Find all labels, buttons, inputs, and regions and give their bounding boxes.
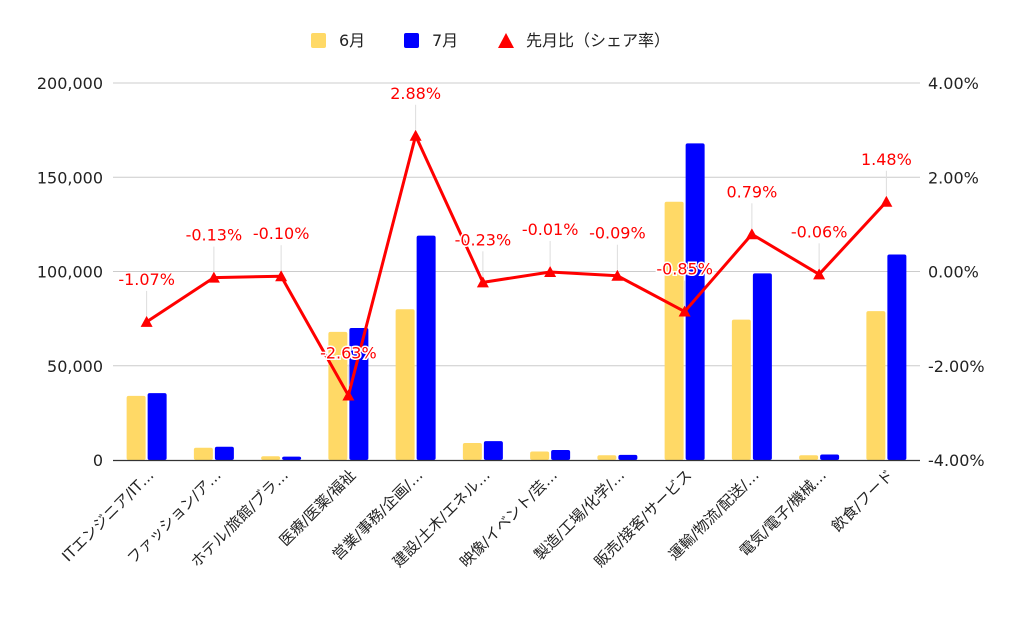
data-label: 0.79% <box>726 182 777 201</box>
bar-july <box>147 393 167 460</box>
share-ratio-marker <box>745 228 758 240</box>
legend-swatch <box>311 33 326 48</box>
data-label: 2.88% <box>390 84 441 103</box>
bar-july <box>214 446 234 460</box>
data-label: -0.10% <box>253 224 310 243</box>
bar-july <box>349 328 369 460</box>
share-ratio-marker <box>880 195 893 207</box>
y-left-tick-label: 50,000 <box>47 357 103 376</box>
data-labels: -1.07% -0.13% -0.10% -2.63% 2.88% -0.23% -0.01… <box>117 82 913 390</box>
bar-june <box>597 455 617 460</box>
share-ratio-marker <box>275 270 288 282</box>
y-right-tick-label: 2.00% <box>928 168 979 187</box>
y-left-tick-label: 100,000 <box>37 263 103 282</box>
share-ratio-marker <box>544 265 557 277</box>
data-label: -2.63% <box>320 343 377 362</box>
y-left-tick-label: 200,000 <box>37 74 103 93</box>
share-ratio-marker <box>342 389 355 401</box>
y-right-tick-label: -2.00% <box>928 357 985 376</box>
y-left-tick-label: 0 <box>93 451 103 470</box>
bar-july <box>618 454 638 460</box>
y-axis-left: 0 50,000 100,000 150,000 200,000 <box>37 74 103 470</box>
bar-july <box>551 450 571 460</box>
y-right-tick-label: 4.00% <box>928 74 979 93</box>
y-right-tick-label: 0.00% <box>928 263 979 282</box>
share-ratio-polyline <box>145 134 888 397</box>
legend-swatch <box>498 33 514 48</box>
bar-july <box>282 456 302 460</box>
share-ratio-marker <box>476 276 489 288</box>
bar-june <box>261 456 281 460</box>
bar-june <box>799 455 819 460</box>
bar-june <box>328 331 348 460</box>
y-left-tick-label: 150,000 <box>37 168 103 187</box>
data-label: -0.85% <box>656 260 713 279</box>
bar-june <box>193 447 213 460</box>
bar-june <box>126 395 146 460</box>
bar-july <box>416 235 436 460</box>
bar-july <box>820 454 840 460</box>
legend-label: 先月比（シェア率） <box>526 31 670 50</box>
share-ratio-marker <box>207 271 220 283</box>
share-ratio-marker <box>813 268 826 280</box>
data-label: -0.13% <box>186 226 243 245</box>
bar-june <box>462 443 482 460</box>
x-axis-categories: ITエンジニア/IT…ファッション/ア…ホテル/旅館/ブラ…医療/医薬/福祉営業… <box>58 466 897 571</box>
gridlines <box>113 82 920 367</box>
share-ratio-marker <box>409 129 422 141</box>
data-label: -0.09% <box>589 224 646 243</box>
data-label: -0.06% <box>791 222 848 241</box>
bar-june <box>530 451 550 460</box>
bars <box>126 143 907 460</box>
share-ratio-marker <box>140 315 153 327</box>
x-category-label: 飲食/フード <box>828 466 897 535</box>
bar-june <box>731 319 751 460</box>
legend-label: 6月 <box>339 31 365 50</box>
legend: 6月 7月 先月比（シェア率） <box>311 31 670 50</box>
bar-july <box>752 273 772 460</box>
bar-june <box>395 309 415 460</box>
data-label: 1.48% <box>861 150 912 169</box>
legend-swatch <box>404 33 419 48</box>
y-axis-right: -4.00% -2.00% 0.00% 2.00% 4.00% <box>928 74 985 470</box>
y-right-tick-label: -4.00% <box>928 451 985 470</box>
share-ratio-line <box>140 129 893 401</box>
share-ratio-marker <box>611 269 624 281</box>
bar-july <box>483 441 503 460</box>
data-label: -1.07% <box>118 270 175 289</box>
data-label: -0.01% <box>522 220 579 239</box>
data-label: -0.23% <box>455 230 512 249</box>
bar-june <box>866 311 886 460</box>
legend-label: 7月 <box>432 31 458 50</box>
bar-july <box>887 254 907 460</box>
bar-june <box>664 201 684 460</box>
share-ratio-marker <box>678 305 691 317</box>
